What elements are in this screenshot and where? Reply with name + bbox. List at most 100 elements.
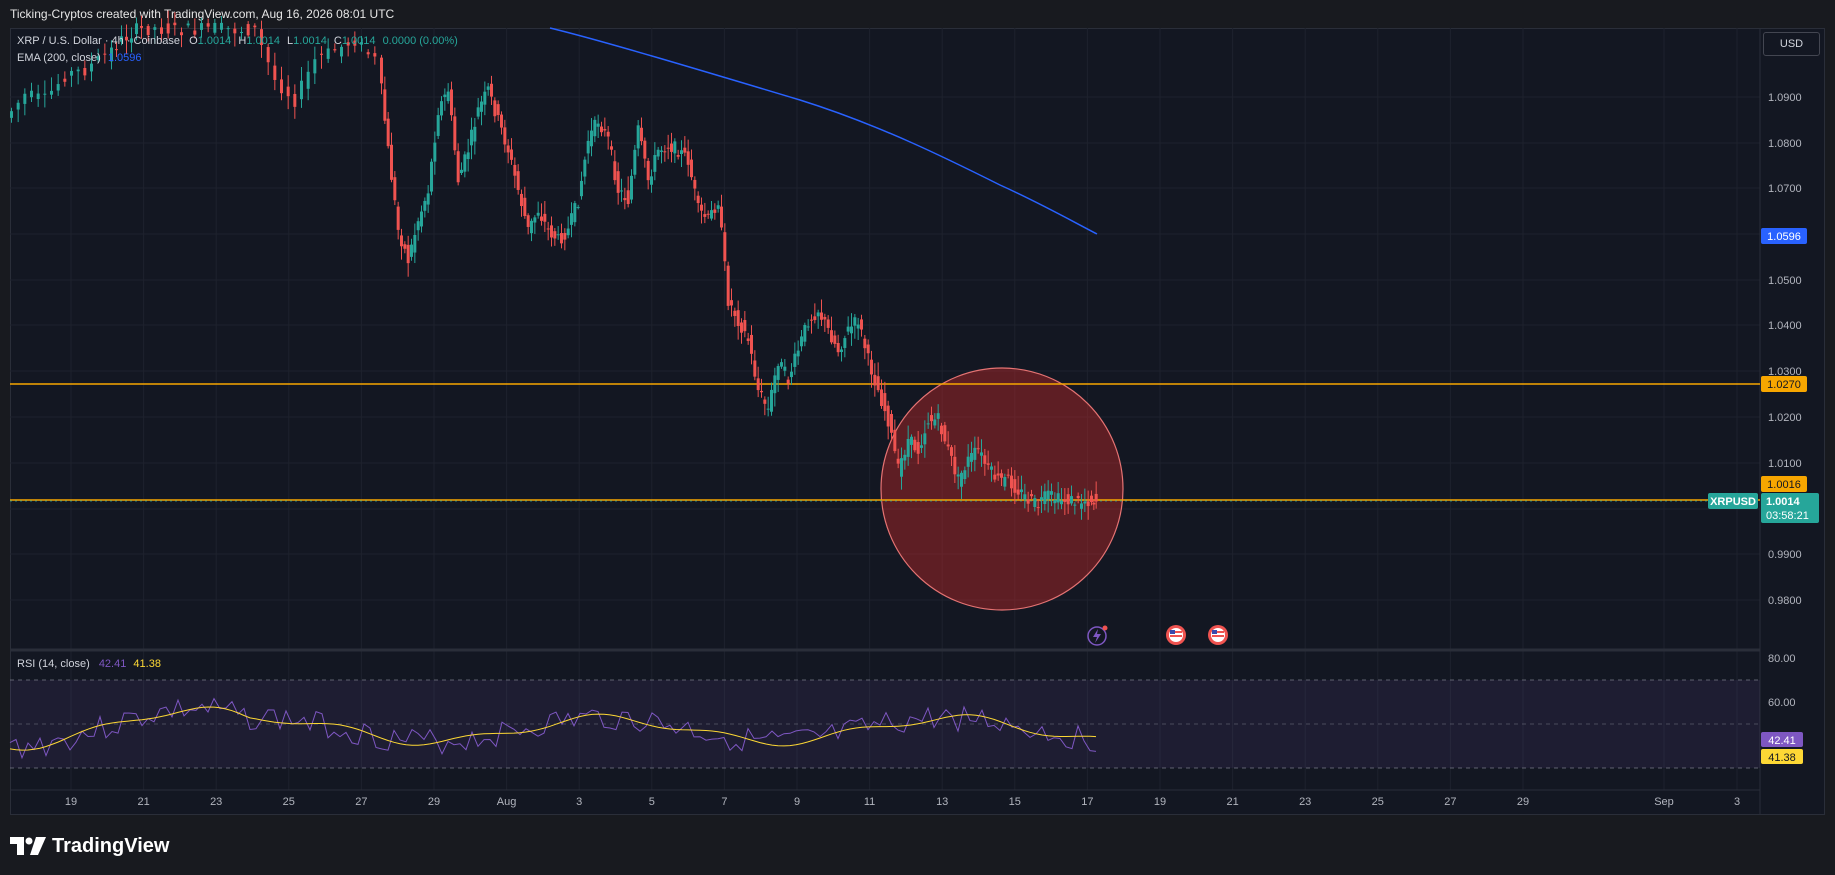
candle-body	[946, 444, 950, 447]
candle-body	[943, 425, 947, 442]
candle-body	[633, 149, 637, 175]
candle-body	[390, 144, 393, 180]
tradingview-logo-icon	[10, 837, 46, 855]
candle-body	[373, 53, 377, 57]
time-tick-label: 29	[428, 796, 440, 808]
rsi-line[interactable]	[9, 697, 1097, 760]
candle-body	[606, 131, 610, 137]
time-tick-label: 11	[864, 796, 875, 808]
price-axis[interactable]: 1.09001.08001.07001.05001.04001.03001.02…	[1768, 92, 1802, 607]
candle-body	[260, 29, 263, 45]
ema-line[interactable]	[549, 27, 1098, 235]
candle-body	[750, 334, 753, 354]
candle-body	[1013, 479, 1017, 493]
candle-body	[23, 93, 27, 104]
candle-body	[546, 228, 550, 230]
candle-body	[386, 118, 390, 147]
rsi-axis[interactable]: 80.00 60.00	[1768, 653, 1796, 709]
rsi-legend[interactable]: RSI (14, close) 42.41 41.38	[17, 658, 161, 670]
candle-body	[850, 326, 853, 334]
candle-body	[1050, 491, 1053, 495]
candle-body	[436, 115, 440, 136]
currency-button[interactable]: USD	[1763, 32, 1820, 56]
candle-body	[553, 231, 557, 239]
candle-body	[836, 343, 840, 353]
candle-body	[590, 130, 593, 147]
candle-body	[893, 429, 897, 452]
symbol-tag-text: XRPUSD	[1710, 496, 1756, 508]
candle-body	[1000, 473, 1003, 478]
candle-body	[125, 36, 128, 41]
candle-body	[813, 316, 817, 321]
brand-name: TradingView	[52, 834, 170, 857]
candle-body	[863, 338, 867, 349]
symbol-price-tag: XRPUSD	[1708, 493, 1758, 509]
time-tick-label: 17	[1081, 796, 1093, 808]
candle-body	[266, 47, 270, 63]
candle-body	[710, 210, 713, 219]
rsi-ma-text: 41.38	[1768, 752, 1796, 764]
candle-body	[950, 447, 953, 456]
candle-body	[806, 326, 810, 328]
candle-body	[1016, 489, 1020, 495]
candle-body	[700, 204, 703, 211]
candle-body	[583, 159, 587, 177]
candle-body	[340, 46, 343, 57]
candle-body	[720, 206, 723, 228]
last-price-tag: 1.0014 03:58:21	[1761, 493, 1819, 523]
candle-body	[886, 405, 890, 427]
candle-body	[1040, 497, 1043, 500]
candle-body	[466, 152, 470, 160]
candle-body	[740, 322, 743, 333]
candle-body	[873, 374, 877, 386]
rsi-ma-line[interactable]	[9, 706, 1097, 751]
candle-body	[823, 316, 827, 320]
tradingview-logo[interactable]: TradingView	[10, 835, 169, 857]
candle-body	[596, 123, 600, 127]
candle-body	[680, 150, 683, 155]
candle-body	[540, 216, 543, 221]
candle-body	[513, 164, 517, 176]
candle-body	[833, 335, 837, 344]
candle-body	[135, 23, 138, 35]
ema-legend[interactable]: EMA (200, close) 1.0596	[17, 52, 141, 64]
candle-body	[90, 63, 93, 72]
symbol-legend[interactable]: XRP / U.S. Dollar · 4h · Coinbase O1.001…	[17, 35, 458, 47]
candle-body	[830, 330, 833, 343]
candle-body	[743, 320, 747, 332]
candle-body	[1094, 493, 1098, 502]
candle-body	[306, 71, 310, 89]
candle-body	[413, 235, 417, 253]
time-axis[interactable]: 19 21 23 25 27 29 Aug 3 5 7 9 11 13 15 17 19 21 23 25 27 29 S…	[65, 796, 1740, 808]
high-value: 1.0014	[246, 35, 280, 47]
candle-body	[440, 101, 443, 116]
candle-body	[786, 379, 790, 384]
candle-body	[1076, 495, 1080, 499]
time-tick-label: 5	[649, 796, 655, 808]
last-price-text: 1.0014	[1766, 496, 1801, 508]
time-tick-label: 29	[1517, 796, 1529, 808]
candle-body	[16, 102, 20, 110]
candle-body	[970, 452, 973, 462]
highlight-circle[interactable]	[880, 367, 1124, 611]
candle-body	[646, 160, 650, 181]
candle-body	[1023, 494, 1027, 500]
candle-body	[140, 26, 143, 28]
candle-body	[616, 171, 620, 193]
candle-body	[333, 49, 337, 51]
candle-body	[273, 65, 277, 80]
us-flag-event-icon[interactable]	[1208, 625, 1228, 645]
candle-body	[983, 455, 987, 464]
candle-body	[723, 232, 727, 262]
us-flag-event-icon[interactable]	[1166, 625, 1186, 645]
candle-body	[776, 366, 780, 380]
candle-body	[226, 28, 230, 30]
candle-body	[166, 23, 170, 34]
candle-body	[630, 175, 633, 200]
candle-body	[110, 47, 113, 62]
candle-body	[910, 436, 913, 445]
candlestick-series[interactable]	[10, 10, 1098, 520]
flash-event-icon[interactable]	[1087, 625, 1108, 646]
candle-body	[533, 217, 537, 223]
